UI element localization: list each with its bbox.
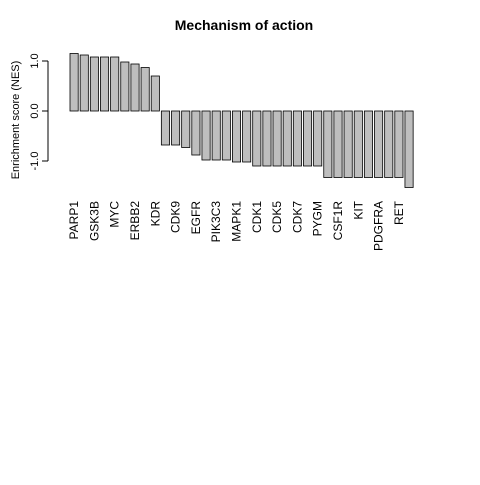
y-axis-label: Enrichment score (NES) — [10, 61, 22, 180]
bar — [282, 110, 292, 167]
category-label: CDK5 — [270, 201, 284, 233]
bar — [140, 67, 150, 112]
bar — [333, 110, 343, 178]
bar — [404, 110, 414, 188]
bar — [130, 63, 140, 112]
bar — [150, 75, 160, 112]
bar — [160, 110, 170, 146]
y-axis: 1.0 0.0 -1.0 — [29, 53, 49, 171]
category-label: GSK3B — [87, 201, 101, 241]
category-label: CSF1R — [331, 201, 345, 241]
category-label: ERBB2 — [128, 201, 142, 241]
bar — [201, 110, 211, 161]
category-label: MYC — [108, 201, 122, 228]
y-tick-label: 0.0 — [29, 103, 41, 118]
bar — [394, 110, 404, 178]
category-label: PYGM — [311, 201, 325, 236]
category-label: PARP1 — [67, 201, 81, 240]
bar — [343, 110, 353, 178]
bar — [384, 110, 394, 178]
bar — [262, 110, 272, 167]
category-labels: PARP1 GSK3B MYC ERBB2 KDR CDK9 EGFR PIK3C3 MAPK1… — [67, 200, 406, 251]
bar — [374, 110, 384, 178]
bar — [323, 110, 333, 178]
category-label: CDK7 — [290, 201, 304, 233]
bar — [89, 56, 99, 112]
category-label: PIK3C3 — [209, 201, 223, 243]
category-label: CDK9 — [169, 201, 183, 233]
category-label: RET — [392, 200, 406, 225]
category-label: PDGFRA — [372, 201, 386, 251]
y-tick-label: 1.0 — [29, 53, 41, 68]
bar — [110, 56, 120, 112]
bar-series — [69, 53, 414, 188]
bar — [171, 110, 181, 146]
bar — [221, 110, 231, 161]
bar — [272, 110, 282, 167]
bar — [313, 110, 323, 167]
bar — [353, 110, 363, 178]
bar — [303, 110, 313, 167]
chart-title: Mechanism of action — [175, 17, 313, 33]
y-tick-label: -1.0 — [29, 152, 41, 171]
bar — [292, 110, 302, 167]
bar — [211, 110, 221, 161]
category-label: CDK1 — [250, 201, 264, 233]
bar — [120, 61, 130, 112]
bar — [181, 110, 191, 148]
bar — [100, 56, 110, 112]
category-label: KDR — [148, 201, 162, 227]
bar — [242, 110, 252, 163]
bar — [363, 110, 373, 178]
category-label: EGFR — [189, 201, 203, 235]
bar — [69, 53, 79, 112]
bar — [191, 110, 201, 156]
bar — [252, 110, 262, 167]
category-label: KIT — [351, 200, 365, 219]
bar — [79, 54, 89, 112]
bar — [231, 110, 241, 163]
category-label: MAPK1 — [230, 201, 244, 242]
